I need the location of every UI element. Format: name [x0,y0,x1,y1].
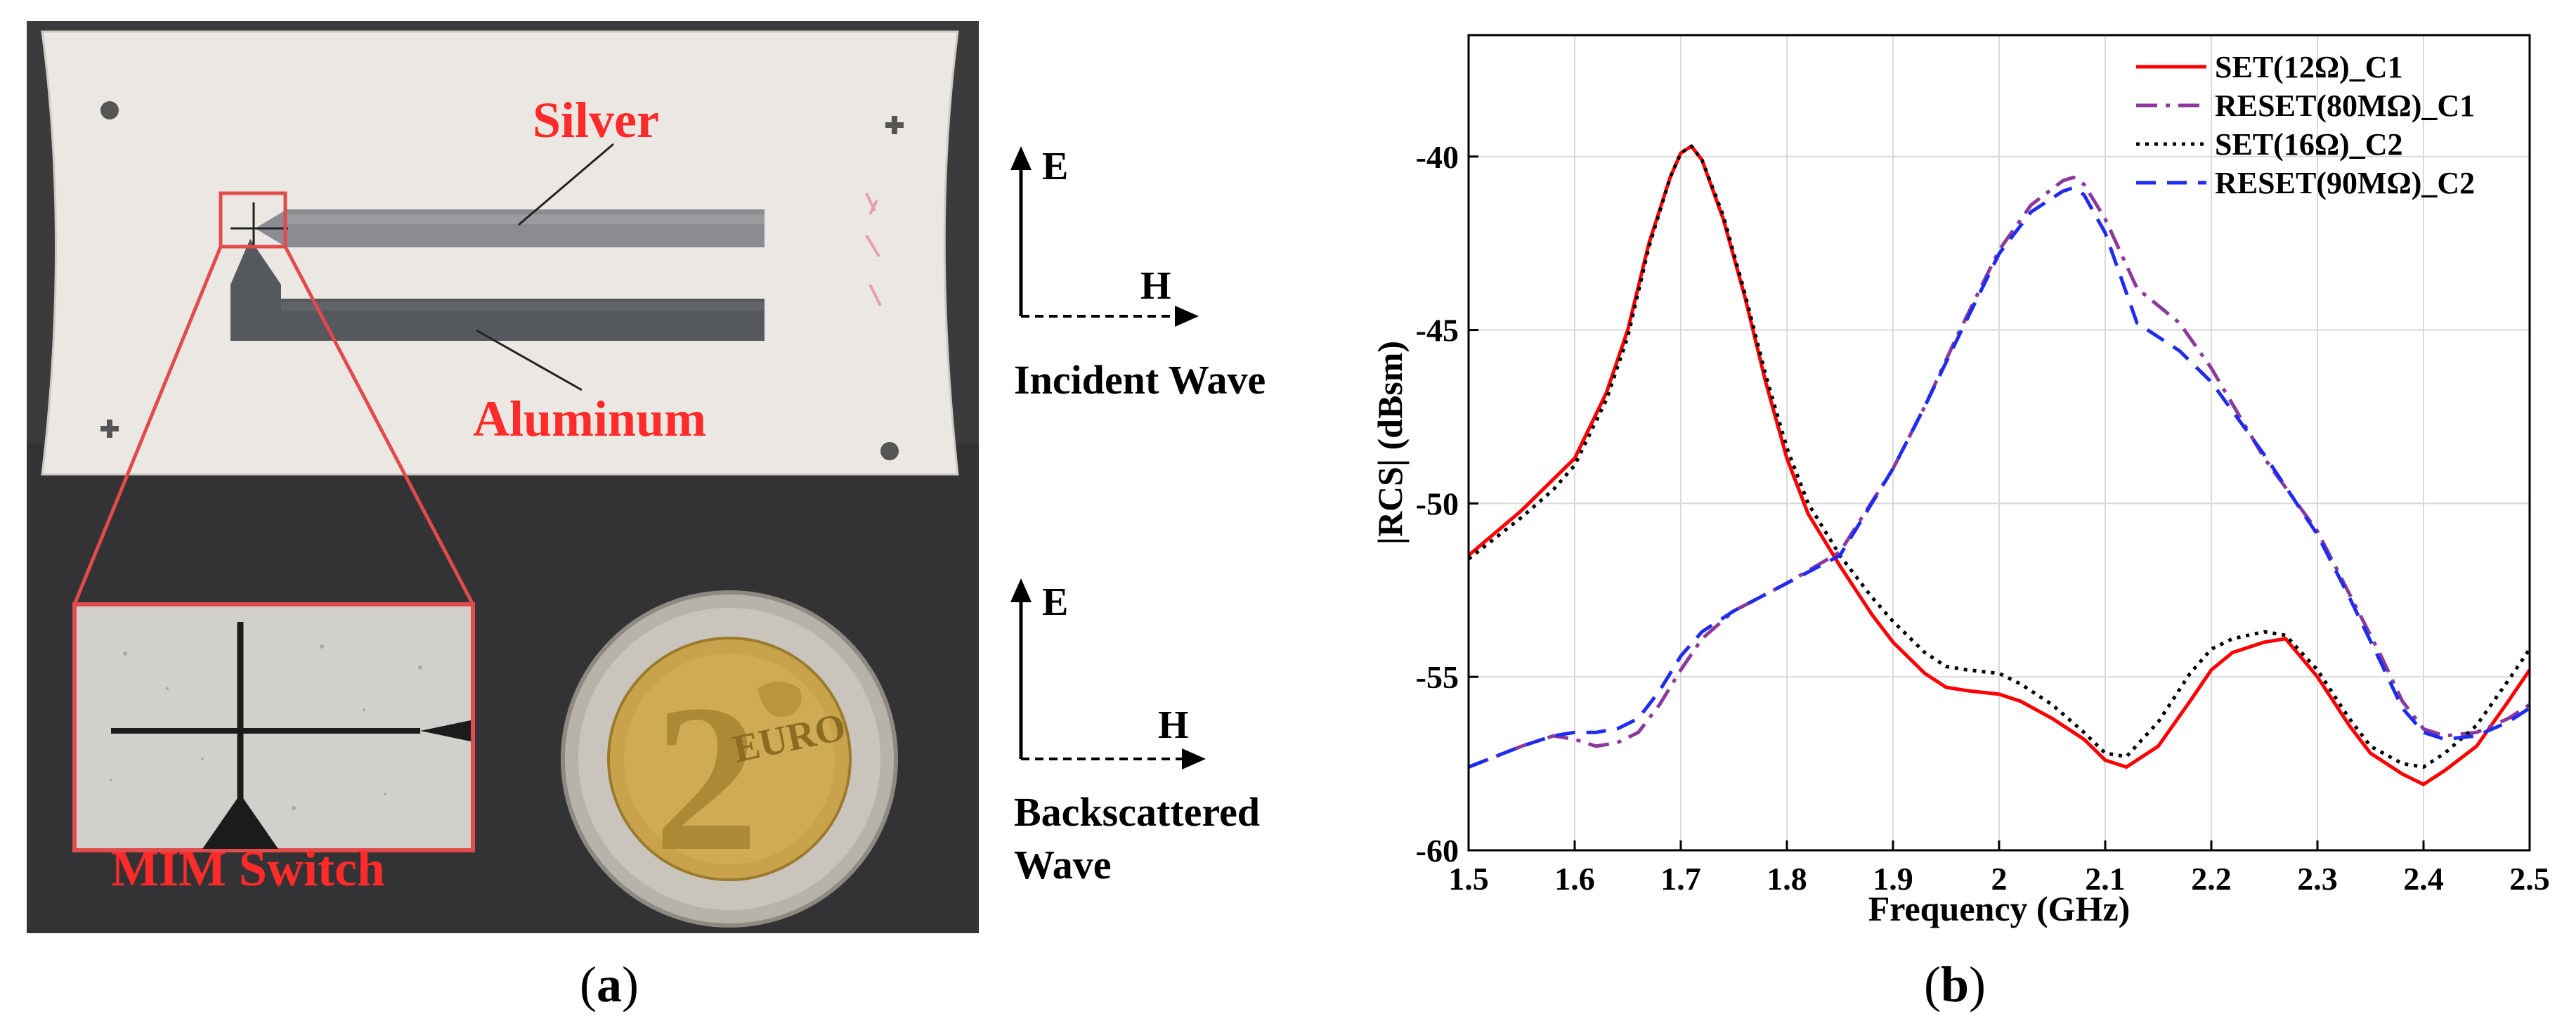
backscattered-label-line1: Backscattered [1014,789,1260,835]
aluminum-label: Aluminum [473,391,706,447]
inset-texture [110,644,422,810]
backscattered-wave-axes [1010,578,1206,769]
x-tick-label: 1.9 [1873,861,1913,897]
incident-wave-axes [1010,146,1199,327]
y-tick-label: -45 [1416,313,1459,349]
legend-label: RESET(90MΩ)_C2 [2215,166,2475,200]
backscattered-e-label: E [1042,580,1068,624]
panel-a-figure: Silver Aluminum MIM Switch 2 EURO [27,21,1266,933]
backscattered-label-line2: Wave [1014,842,1112,888]
y-tick-label: -50 [1416,486,1459,521]
caption-a: (a) [580,956,639,1013]
legend-label: RESET(80MΩ)_C1 [2215,89,2475,123]
substrate-card [41,30,959,476]
zoom-selection-box [219,191,287,249]
x-tick-label: 2.2 [2191,861,2232,897]
y-tick-label: -40 [1416,139,1459,175]
corner-dot-icon [100,101,119,119]
x-tick-label: 2.3 [2297,861,2338,897]
panel-a: Silver Aluminum MIM Switch 2 EURO [27,21,1288,935]
zoom-inset [72,602,475,852]
caption-b: (b) [1924,956,1986,1013]
corner-plus-icon [100,420,119,438]
x-tick-label: 1.5 [1448,861,1489,897]
x-tick-label: 1.6 [1554,861,1595,897]
y-tick-label: -55 [1416,659,1459,695]
legend: SET(12Ω)_C1 RESET(80MΩ)_C1 SET(16Ω)_C2 RESE… [2136,50,2475,200]
euro-coin: 2 EURO [561,590,898,928]
x-tick-label: 1.7 [1660,861,1701,897]
pink-marker-scribble [865,193,882,306]
series-layer [1467,144,2532,786]
legend-label: SET(12Ω)_C1 [2215,50,2402,84]
x-tick-label: 2.4 [2403,861,2444,897]
panel-b: 1.5 1.6 1.7 1.8 1.9 2 2.1 2.2 2.3 2.4 2.5 -60 -55 -50… [1363,21,2558,956]
coin-digit: 2 [653,661,759,895]
x-tick-label: 2 [1991,861,2008,897]
backscattered-h-label: H [1158,703,1189,747]
x-tick-label: 2.5 [2509,861,2550,897]
ticks: 1.5 1.6 1.7 1.8 1.9 2 2.1 2.2 2.3 2.4 2.5 -60 -55 -50… [1416,139,2550,897]
y-axis-label: |RCS| (dBsm) [1370,341,1410,545]
rcs-chart: 1.5 1.6 1.7 1.8 1.9 2 2.1 2.2 2.3 2.4 2.5 -60 -55 -50… [1370,34,2550,928]
aluminum-strip [230,239,765,341]
incident-h-label: H [1140,264,1171,308]
series-line-1 [1467,144,2532,786]
corner-dot-icon [880,442,899,460]
y-tick-label: -60 [1416,833,1459,869]
legend-label: SET(16Ω)_C2 [2215,127,2402,162]
incident-e-label: E [1042,145,1068,188]
silver-label: Silver [533,92,659,148]
x-tick-label: 2.1 [2085,861,2126,897]
x-tick-label: 1.8 [1767,861,1807,897]
series-line-4 [1468,186,2531,769]
x-axis-label: Frequency (GHz) [1868,889,2131,928]
incident-wave-label: Incident Wave [1014,357,1266,403]
series-line-2 [1468,175,2531,769]
corner-plus-icon [885,116,904,134]
mim-switch-label: MIM Switch [111,840,385,897]
